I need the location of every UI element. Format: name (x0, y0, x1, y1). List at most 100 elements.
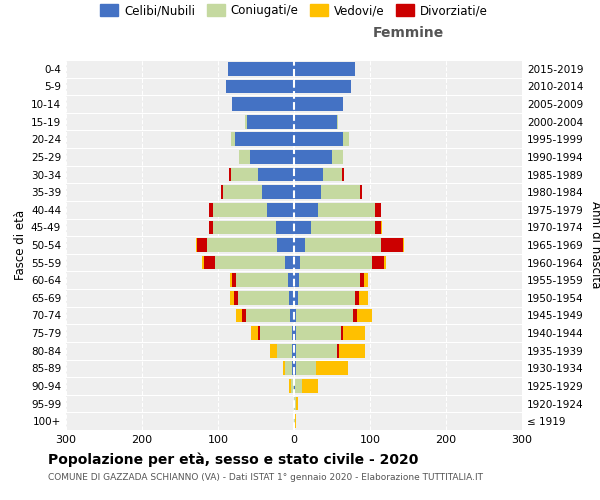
Bar (230, 291, 234, 304)
Bar (236, 274, 288, 287)
Bar (292, 362, 294, 375)
Bar (360, 274, 364, 287)
Bar (294, 150, 332, 164)
Bar (298, 291, 355, 304)
Bar (292, 326, 294, 340)
Bar (246, 308, 290, 322)
Bar (208, 238, 277, 252)
Bar (294, 62, 355, 76)
Bar (232, 97, 294, 111)
Bar (232, 274, 236, 287)
Bar (289, 379, 291, 393)
Bar (257, 168, 294, 181)
Bar (343, 132, 349, 146)
Bar (277, 344, 292, 358)
Bar (262, 186, 294, 199)
Bar (296, 362, 316, 375)
Y-axis label: Fasce di età: Fasce di età (14, 210, 27, 280)
Legend: Celibi/Nubili, Coniugati/e, Vedovi/e, Divorziati/e: Celibi/Nubili, Coniugati/e, Vedovi/e, Di… (95, 0, 493, 22)
Bar (285, 256, 294, 270)
Bar (292, 344, 294, 358)
Bar (376, 203, 382, 216)
Bar (231, 132, 235, 146)
Bar (242, 308, 246, 322)
Bar (214, 220, 276, 234)
Bar (294, 308, 296, 322)
Bar (337, 115, 338, 128)
Bar (295, 379, 302, 393)
Bar (341, 326, 343, 340)
Bar (294, 274, 299, 287)
Bar (245, 115, 247, 128)
Bar (294, 344, 296, 358)
Bar (296, 344, 337, 358)
Bar (294, 396, 296, 410)
Bar (311, 220, 376, 234)
Bar (221, 186, 223, 199)
Bar (230, 274, 232, 287)
Bar (332, 150, 343, 164)
Bar (229, 168, 231, 181)
Bar (376, 220, 382, 234)
Bar (289, 291, 294, 304)
Bar (296, 396, 298, 410)
Bar (383, 256, 386, 270)
Bar (353, 308, 357, 322)
Bar (342, 168, 344, 181)
Bar (294, 115, 337, 128)
Bar (294, 220, 311, 234)
Bar (296, 326, 341, 340)
Bar (299, 274, 360, 287)
Bar (360, 186, 362, 199)
Bar (203, 256, 215, 270)
Bar (296, 308, 353, 322)
Bar (359, 291, 368, 304)
Bar (196, 238, 197, 252)
Bar (288, 274, 294, 287)
Bar (236, 308, 242, 322)
Bar (295, 414, 296, 428)
Bar (316, 362, 348, 375)
Bar (258, 326, 260, 340)
Bar (337, 344, 339, 358)
Bar (302, 379, 317, 393)
Bar (235, 132, 294, 146)
Text: Femmine: Femmine (373, 26, 443, 40)
Bar (294, 291, 298, 304)
Bar (343, 326, 365, 340)
Bar (223, 186, 262, 199)
Bar (294, 186, 320, 199)
Bar (300, 256, 372, 270)
Bar (277, 238, 294, 252)
Bar (355, 291, 359, 304)
Bar (212, 203, 268, 216)
Bar (357, 308, 372, 322)
Bar (231, 168, 257, 181)
Bar (382, 238, 403, 252)
Bar (226, 80, 294, 94)
Bar (294, 379, 295, 393)
Bar (294, 80, 351, 94)
Bar (294, 256, 300, 270)
Bar (283, 362, 285, 375)
Bar (294, 414, 295, 428)
Bar (285, 362, 292, 375)
Y-axis label: Anni di nascita: Anni di nascita (589, 202, 600, 288)
Bar (260, 326, 292, 340)
Bar (294, 362, 296, 375)
Text: COMUNE DI GAZZADA SCHIANNO (VA) - Dati ISTAT 1° gennaio 2020 - Elaborazione TUTT: COMUNE DI GAZZADA SCHIANNO (VA) - Dati I… (48, 472, 483, 482)
Bar (239, 150, 250, 164)
Bar (268, 203, 294, 216)
Bar (294, 97, 343, 111)
Bar (215, 256, 285, 270)
Bar (403, 238, 404, 252)
Text: Popolazione per età, sesso e stato civile - 2020: Popolazione per età, sesso e stato civil… (48, 452, 418, 467)
Bar (320, 186, 360, 199)
Bar (291, 379, 294, 393)
Bar (276, 220, 294, 234)
Bar (247, 115, 294, 128)
Bar (228, 62, 294, 76)
Bar (197, 238, 208, 252)
Bar (294, 132, 343, 146)
Bar (364, 274, 368, 287)
